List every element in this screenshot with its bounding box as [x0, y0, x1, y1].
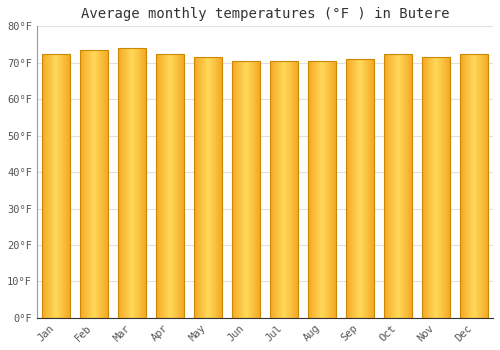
Bar — [384, 54, 412, 318]
Bar — [118, 48, 146, 318]
Bar — [422, 57, 450, 318]
Bar — [80, 50, 108, 318]
Bar — [42, 54, 70, 318]
Bar — [460, 54, 488, 318]
Bar — [270, 61, 298, 318]
Bar — [232, 61, 260, 318]
Bar — [308, 61, 336, 318]
Title: Average monthly temperatures (°F ) in Butere: Average monthly temperatures (°F ) in Bu… — [80, 7, 449, 21]
Bar — [156, 54, 184, 318]
Bar — [346, 59, 374, 318]
Bar — [194, 57, 222, 318]
